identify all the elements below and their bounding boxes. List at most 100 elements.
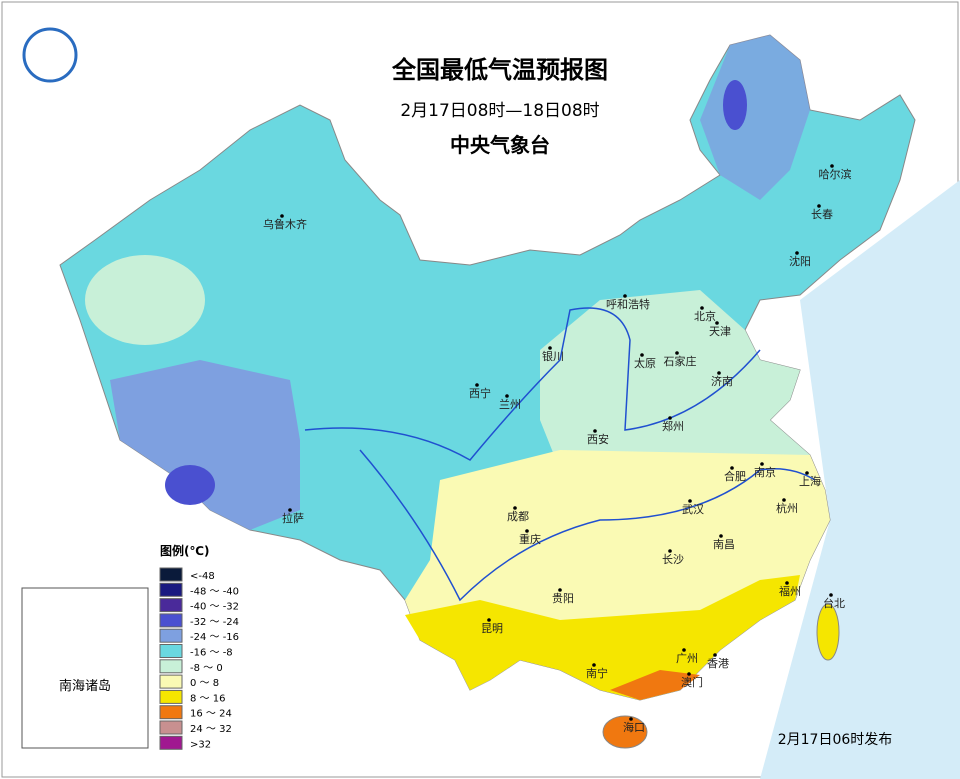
legend-swatch <box>159 582 183 597</box>
legend-swatch <box>159 598 183 613</box>
city-dot <box>513 506 517 510</box>
city-dot <box>795 251 799 255</box>
legend-swatch <box>159 735 183 750</box>
city-label: 南宁 <box>586 666 608 680</box>
city-dot <box>548 346 552 350</box>
city-label: 济南 <box>711 374 733 388</box>
title: 全国最低气温预报图 <box>391 56 608 84</box>
city-label: 澳门 <box>681 675 703 689</box>
city-label: 西宁 <box>469 386 491 400</box>
city-dot <box>592 663 596 667</box>
legend-label: <-48 <box>190 571 215 582</box>
city-label: 长沙 <box>662 553 684 566</box>
legend-label: >32 <box>190 739 211 750</box>
logo <box>22 27 78 83</box>
legend-label: -16 ～ -8 <box>190 648 233 659</box>
legend-swatch <box>159 613 183 628</box>
hot-coast <box>610 670 700 700</box>
city-label: 合肥 <box>724 469 746 483</box>
legend-swatch <box>159 659 183 674</box>
city-label: 哈尔滨 <box>819 167 852 181</box>
city-label: 香港 <box>707 657 729 670</box>
city-label: 太原 <box>634 357 656 370</box>
city-label: 北京 <box>694 309 716 323</box>
city-label: 海口 <box>623 720 645 734</box>
warmer-south <box>405 575 800 700</box>
city-dot <box>558 588 562 592</box>
legend-title: 图例(℃) <box>160 543 210 558</box>
legend-swatch <box>159 720 183 735</box>
cold-core <box>723 80 747 130</box>
legend-swatch <box>159 705 183 720</box>
legend-label: 8 ～ 16 <box>190 693 225 704</box>
city-dot <box>623 294 627 298</box>
legend-label: -48 ～ -40 <box>190 586 239 597</box>
city-label: 上海 <box>799 474 821 488</box>
city-dot <box>717 371 721 375</box>
city-label: 长春 <box>811 208 833 221</box>
city-dot <box>505 394 509 398</box>
footer-note: 2月17日06时发布 <box>778 732 893 748</box>
city-label: 南昌 <box>713 538 735 551</box>
legend-swatch <box>159 567 183 582</box>
legend-label: -24 ～ -16 <box>190 632 239 643</box>
city-label: 贵阳 <box>552 592 574 605</box>
city-dot <box>760 462 764 466</box>
cold-core <box>165 465 215 505</box>
legend-swatch <box>159 674 183 689</box>
city-label: 广州 <box>676 652 698 665</box>
city-label: 杭州 <box>776 501 798 515</box>
city-dot <box>629 717 633 721</box>
subtitle: 2月17日08时—18日08时 <box>400 101 599 121</box>
legend-label: -8 ～ 0 <box>190 663 223 674</box>
city-label: 昆明 <box>481 622 503 635</box>
city-dot <box>713 653 717 657</box>
city-dot <box>688 499 692 503</box>
city-dot <box>700 306 704 310</box>
river <box>359 449 816 602</box>
city-dot <box>782 498 786 502</box>
inset-label: 南海诸岛 <box>59 678 111 694</box>
city-dot <box>487 618 491 622</box>
legend-label: 16 ～ 24 <box>190 709 232 720</box>
city-label: 天津 <box>709 325 731 338</box>
city-dot <box>475 383 479 387</box>
legend-label: 24 ～ 32 <box>190 724 232 735</box>
mild-north <box>540 290 810 470</box>
city-label: 银川 <box>542 349 564 363</box>
city-label: 兰州 <box>499 398 521 411</box>
city-label: 南京 <box>754 465 776 479</box>
city-dot <box>687 672 691 676</box>
city-dot <box>280 214 284 218</box>
city-dot <box>525 529 529 533</box>
city-dot <box>719 534 723 538</box>
city-dot <box>829 593 833 597</box>
legend-label: -40 ～ -32 <box>190 602 239 613</box>
city-label: 重庆 <box>519 532 541 546</box>
city-dot <box>675 351 679 355</box>
city-dot <box>593 429 597 433</box>
city-label: 呼和浩特 <box>606 297 650 311</box>
cold-northeast <box>700 35 810 200</box>
legend-swatch <box>159 644 183 658</box>
city-label: 郑州 <box>662 419 684 433</box>
mild-tarim <box>85 255 205 345</box>
city-label: 武汉 <box>682 503 704 516</box>
city-dot <box>668 416 672 420</box>
legend-swatch <box>159 628 183 643</box>
city-dot <box>668 549 672 553</box>
city-label: 福州 <box>779 584 801 598</box>
city-label: 台北 <box>823 596 845 610</box>
legend-swatch <box>159 689 183 704</box>
issuer: 中央气象台 <box>450 133 550 157</box>
city-dot <box>288 508 292 512</box>
city-dot <box>715 321 719 325</box>
city-dot <box>805 471 809 475</box>
city-dot <box>785 581 789 585</box>
city-dot <box>730 466 734 470</box>
city-dot <box>817 204 821 208</box>
city-label: 西安 <box>587 432 609 446</box>
cold-tibet <box>110 360 300 530</box>
city-label: 成都 <box>507 510 529 523</box>
